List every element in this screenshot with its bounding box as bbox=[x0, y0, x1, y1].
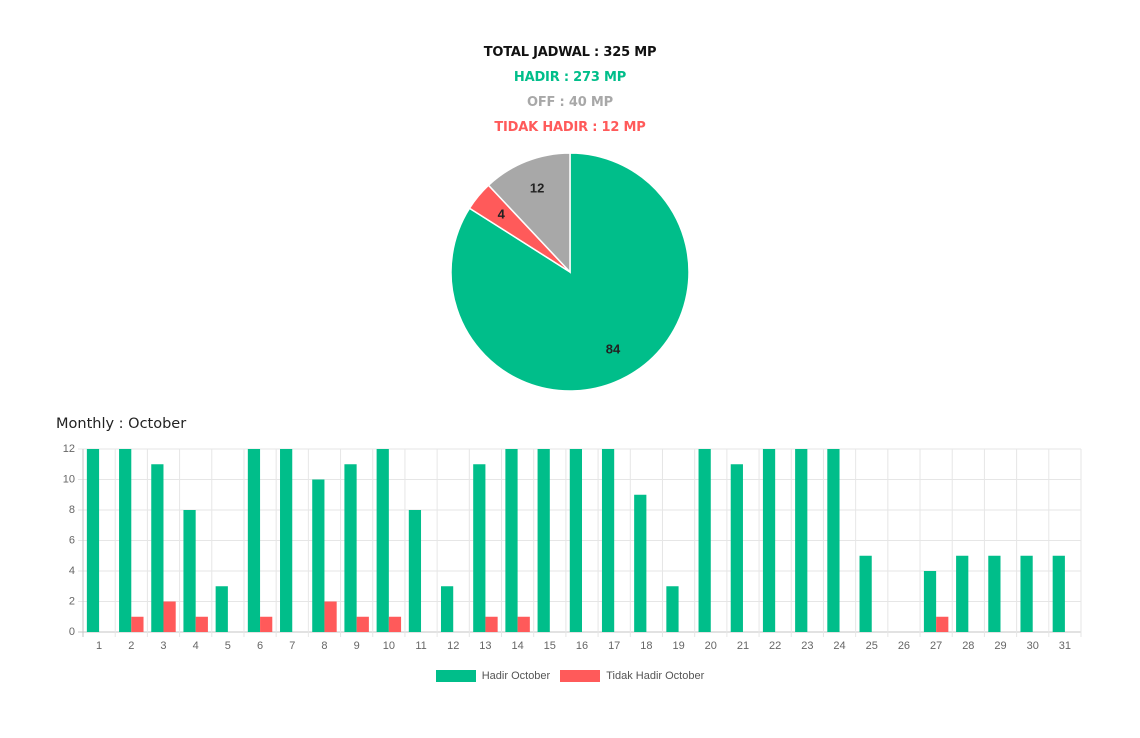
pie-label-2: 12 bbox=[530, 180, 544, 195]
legend-item-tidak-hadir[interactable]: Tidak Hadir October bbox=[560, 670, 704, 682]
x-tick-label: 15 bbox=[544, 640, 556, 652]
bar-hadir-30[interactable] bbox=[1020, 555, 1033, 632]
x-tick-label: 12 bbox=[447, 640, 459, 652]
x-tick-label: 14 bbox=[511, 640, 523, 652]
bar-hadir-18[interactable] bbox=[634, 494, 647, 632]
x-tick-label: 29 bbox=[994, 640, 1006, 652]
y-tick-label: 12 bbox=[63, 443, 75, 455]
pie-slice-2[interactable] bbox=[487, 152, 571, 274]
bar-tidak-hadir-9[interactable] bbox=[356, 616, 369, 632]
bar-hadir-14[interactable] bbox=[505, 449, 518, 632]
bar-hadir-10[interactable] bbox=[376, 449, 389, 632]
bar-legend: Hadir October Tidak Hadir October bbox=[0, 670, 1140, 682]
x-tick-label: 18 bbox=[640, 640, 652, 652]
x-tick-label: 31 bbox=[1059, 640, 1071, 652]
legend-label-tidak-hadir: Tidak Hadir October bbox=[606, 670, 705, 682]
bar-hadir-3[interactable] bbox=[151, 464, 164, 632]
x-tick-label: 28 bbox=[962, 640, 974, 652]
bar-hadir-23[interactable] bbox=[795, 449, 808, 632]
x-tick-label: 30 bbox=[1027, 640, 1039, 652]
bar-hadir-19[interactable] bbox=[666, 586, 679, 632]
bar-hadir-12[interactable] bbox=[440, 586, 454, 632]
x-tick-label: 22 bbox=[769, 640, 781, 652]
bar-tidak-hadir-14[interactable] bbox=[517, 616, 530, 632]
y-tick-label: 8 bbox=[69, 504, 75, 516]
bar-hadir-4[interactable] bbox=[183, 510, 196, 632]
bar-hadir-22[interactable] bbox=[762, 449, 776, 632]
bar-tidak-hadir-8[interactable] bbox=[324, 601, 337, 633]
y-tick-label: 2 bbox=[69, 595, 75, 607]
monthly-title: Monthly : October bbox=[56, 416, 187, 432]
y-tick-label: 4 bbox=[69, 565, 75, 577]
x-tick-label: 4 bbox=[193, 640, 199, 652]
y-tick-label: 6 bbox=[69, 534, 75, 546]
x-tick-label: 16 bbox=[576, 640, 588, 652]
bar-hadir-13[interactable] bbox=[473, 464, 486, 632]
hadir-label: HADIR : 273 MP bbox=[513, 70, 627, 85]
x-tick-label: 2 bbox=[128, 640, 134, 652]
x-tick-label: 23 bbox=[801, 640, 813, 652]
bar-hadir-11[interactable] bbox=[408, 510, 422, 632]
x-tick-label: 25 bbox=[866, 640, 878, 652]
off-label: OFF : 40 MP bbox=[527, 95, 613, 110]
bar-hadir-15[interactable] bbox=[537, 449, 550, 632]
bar-hadir-17[interactable] bbox=[601, 449, 615, 632]
pie-label-1: 4 bbox=[498, 207, 506, 222]
x-tick-label: 17 bbox=[608, 640, 620, 652]
x-tick-label: 7 bbox=[289, 640, 295, 652]
x-tick-label: 26 bbox=[898, 640, 910, 652]
bar-hadir-24[interactable] bbox=[827, 449, 840, 632]
bar-hadir-31[interactable] bbox=[1052, 555, 1065, 632]
bar-hadir-7[interactable] bbox=[280, 449, 293, 632]
x-tick-label: 21 bbox=[737, 640, 749, 652]
bar-tidak-hadir-3[interactable] bbox=[163, 601, 176, 633]
bar-tidak-hadir-4[interactable] bbox=[195, 616, 208, 632]
bar-hadir-27[interactable] bbox=[923, 571, 937, 632]
bar-hadir-29[interactable] bbox=[988, 555, 1001, 632]
x-tick-label: 13 bbox=[479, 640, 491, 652]
bar-hadir-6[interactable] bbox=[247, 449, 261, 632]
y-tick-label: 10 bbox=[63, 473, 75, 485]
bar-hadir-21[interactable] bbox=[730, 464, 743, 632]
bar-tidak-hadir-6[interactable] bbox=[260, 616, 273, 632]
bar-hadir-8[interactable] bbox=[312, 479, 325, 633]
x-tick-label: 19 bbox=[672, 640, 684, 652]
bar-tidak-hadir-27[interactable] bbox=[936, 616, 949, 632]
x-tick-label: 24 bbox=[833, 640, 845, 652]
pie-chart: 84 4 12 bbox=[450, 152, 690, 392]
bar-hadir-1[interactable] bbox=[86, 449, 100, 632]
legend-item-hadir[interactable]: Hadir October bbox=[435, 670, 551, 682]
x-tick-label: 1 bbox=[96, 640, 102, 652]
x-tick-label: 27 bbox=[930, 640, 942, 652]
total-jadwal-label: TOTAL JADWAL : 325 MP bbox=[483, 45, 657, 60]
bar-hadir-20[interactable] bbox=[698, 449, 711, 632]
bar-hadir-5[interactable] bbox=[215, 586, 228, 632]
x-tick-label: 6 bbox=[257, 640, 263, 652]
summary: TOTAL JADWAL : 325 MP HADIR : 273 MP OFF… bbox=[0, 40, 1140, 140]
tidak-hadir-label: TIDAK HADIR : 12 MP bbox=[494, 120, 646, 135]
bar-tidak-hadir-10[interactable] bbox=[388, 616, 402, 632]
legend-swatch-tidak-hadir bbox=[560, 670, 601, 682]
x-tick-label: 11 bbox=[415, 640, 426, 652]
bar-tidak-hadir-2[interactable] bbox=[131, 616, 144, 632]
bar-tidak-hadir-13[interactable] bbox=[485, 616, 498, 632]
x-tick-label: 9 bbox=[354, 640, 360, 652]
y-tick-label: 0 bbox=[69, 626, 75, 638]
legend-label-hadir: Hadir October bbox=[481, 670, 551, 682]
bar-hadir-28[interactable] bbox=[956, 555, 969, 632]
bar-hadir-25[interactable] bbox=[859, 555, 872, 632]
x-tick-label: 20 bbox=[705, 640, 717, 652]
bar-hadir-2[interactable] bbox=[119, 449, 132, 632]
legend-swatch-hadir bbox=[435, 670, 476, 682]
pie-label-0: 84 bbox=[606, 342, 621, 357]
x-tick-label: 10 bbox=[383, 640, 395, 652]
bar-hadir-16[interactable] bbox=[569, 449, 582, 632]
x-tick-label: 8 bbox=[321, 640, 327, 652]
x-tick-label: 5 bbox=[225, 640, 231, 652]
x-tick-label: 3 bbox=[160, 640, 166, 652]
bar-hadir-9[interactable] bbox=[344, 464, 357, 632]
